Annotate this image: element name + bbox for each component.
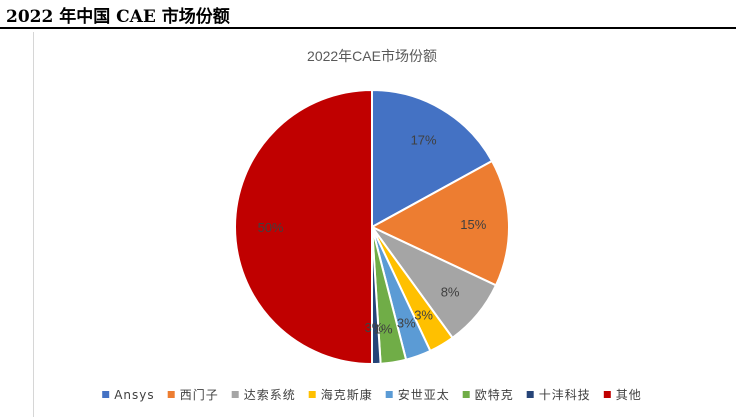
legend-swatch-5 xyxy=(462,391,470,398)
slice-label-0: 17% xyxy=(411,133,437,148)
legend-item-0: Ansys xyxy=(102,388,154,402)
legend-item-2: 达索系统 xyxy=(231,388,296,402)
slice-label-3: 3% xyxy=(414,307,433,322)
legend-swatch-0 xyxy=(102,391,110,398)
legend-label-5: 欧特克 xyxy=(475,387,514,402)
slice-label-1: 15% xyxy=(460,217,486,232)
legend-label-6: 十沣科技 xyxy=(539,388,591,402)
slice-label-2: 8% xyxy=(441,285,460,300)
legend-label-0: Ansys xyxy=(114,388,154,402)
legend-swatch-7 xyxy=(603,391,611,398)
legend-item-1: 西门子 xyxy=(167,387,219,402)
slice-label-4: 3% xyxy=(397,315,416,330)
legend-item-6: 十沣科技 xyxy=(526,388,591,402)
slice-label-5: 3% xyxy=(365,320,384,335)
legend-swatch-4 xyxy=(385,391,393,398)
legend-swatch-1 xyxy=(167,391,175,398)
legend-label-7: 其他 xyxy=(616,388,642,402)
legend-swatch-2 xyxy=(231,391,239,398)
pie-slice-7 xyxy=(234,88,373,366)
slice-label-6: 1% xyxy=(374,321,393,336)
legend-item-7: 其他 xyxy=(603,388,642,402)
legend-item-3: 海克斯康 xyxy=(308,387,373,402)
legend-item-4: 安世亚太 xyxy=(385,387,450,402)
title-divider xyxy=(0,27,736,29)
legend-swatch-6 xyxy=(526,391,534,398)
legend-item-5: 欧特克 xyxy=(462,387,514,402)
legend-label-2: 达索系统 xyxy=(244,388,296,402)
legend-swatch-3 xyxy=(308,391,316,398)
pie-slice-1 xyxy=(369,159,510,287)
legend-label-4: 安世亚太 xyxy=(398,387,450,402)
chart-title: 2022年CAE市场份额 xyxy=(307,48,437,64)
slice-label-7: 50% xyxy=(258,220,284,235)
page-title: 2022 年中国 CAE 市场份额 xyxy=(6,7,230,27)
pie-slice-0 xyxy=(371,88,494,229)
legend-label-1: 西门子 xyxy=(180,387,219,402)
legend-label-3: 海克斯康 xyxy=(321,387,373,402)
